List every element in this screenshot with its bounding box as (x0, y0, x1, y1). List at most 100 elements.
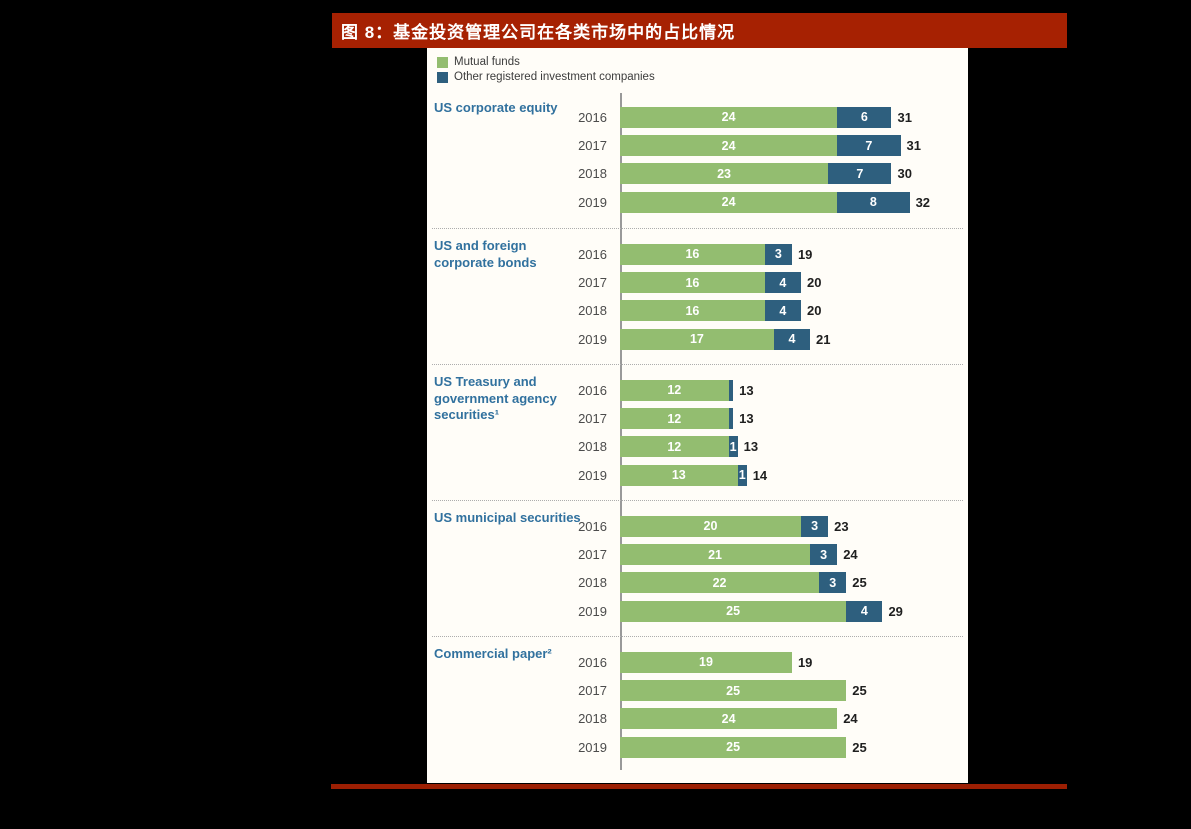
other-ric-segment: 7 (828, 163, 892, 185)
stacked-bar: 12 13 (620, 408, 754, 430)
bar-row: 2017 25 25 (432, 676, 963, 704)
year-label: 2016 (578, 654, 607, 670)
year-label: 2019 (578, 467, 607, 483)
total-label: 24 (843, 711, 858, 727)
total-label: 19 (797, 654, 813, 670)
stacked-bar: 13 1 14 (620, 464, 768, 486)
other-ric-segment: 4 (773, 328, 811, 350)
mutual-funds-segment: 13 (620, 464, 738, 486)
other-ric-segment: 4 (846, 600, 883, 622)
mutual-funds-segment: 16 (620, 272, 765, 294)
group-label: Commercial paper² (434, 646, 552, 661)
stacked-bar: 12 13 (620, 379, 754, 401)
year-label: 2018 (578, 303, 607, 319)
chart-group: Commercial paper² 2016 19 19 2017 25 25 2018 24 2… (432, 636, 963, 772)
total-label: 25 (852, 683, 867, 699)
year-label: 2019 (578, 194, 607, 210)
stacked-bar: 22 3 25 (620, 572, 867, 594)
other-ric-segment: 3 (764, 243, 792, 265)
chart-group: US corporate equity 2016 24 6 31 2017 24 7 31 201… (432, 92, 963, 228)
total-label: 13 (739, 382, 754, 398)
total-label: 23 (834, 518, 849, 534)
mutual-funds-segment: 19 (620, 651, 792, 673)
stacked-bar: 17 4 21 (620, 328, 831, 350)
other-ric-segment: 4 (764, 272, 801, 294)
total-label: 20 (806, 303, 822, 319)
year-label: 2019 (578, 331, 607, 347)
stacked-bar: 24 6 31 (620, 106, 912, 128)
year-label: 2016 (578, 518, 607, 534)
year-label: 2017 (578, 275, 607, 291)
year-label: 2018 (578, 711, 607, 727)
chart-baseline-axis (620, 93, 622, 770)
bar-row: 2017 12 13 (432, 404, 963, 432)
mutual-funds-segment: 12 (620, 379, 729, 401)
year-label: 2017 (578, 547, 607, 563)
year-label: 2016 (578, 382, 607, 398)
total-label: 25 (852, 575, 867, 591)
group-label: US and foreign corporate bonds (434, 238, 537, 270)
mutual-funds-segment: 24 (620, 135, 838, 157)
bar-row: 2016 16 3 19 (432, 240, 963, 268)
bar-row: 2018 22 3 25 (432, 569, 963, 597)
other-ric-segment (728, 379, 734, 401)
mutual-funds-swatch-icon (437, 57, 448, 68)
bar-row: 2018 16 4 20 (432, 297, 963, 325)
other-ric-segment (728, 408, 734, 430)
other-ric-segment: 6 (837, 106, 892, 128)
stacked-bar: 25 4 29 (620, 600, 903, 622)
bar-row: 2016 24 6 31 (432, 103, 963, 131)
mutual-funds-segment: 21 (620, 544, 811, 566)
other-ric-segment: 1 (737, 464, 747, 486)
bar-row: 2018 23 7 30 (432, 160, 963, 188)
other-ric-swatch-icon (437, 72, 448, 83)
mutual-funds-segment: 25 (620, 600, 847, 622)
year-label: 2018 (578, 439, 607, 455)
total-label: 29 (888, 603, 903, 619)
mutual-funds-segment: 24 (620, 191, 838, 213)
bar-row: 2019 25 25 (432, 733, 963, 761)
stacked-bar: 24 8 32 (620, 191, 930, 213)
figure-title: 图 8：基金投资管理公司在各类市场中的占比情况 (341, 23, 736, 42)
stacked-bar: 19 19 (620, 651, 813, 673)
figure-title-bar: 图 8：基金投资管理公司在各类市场中的占比情况 (332, 13, 1067, 48)
year-label: 2018 (578, 575, 607, 591)
chart-panel: Mutual funds Other registered investment… (427, 48, 968, 783)
bar-row: 2017 16 4 20 (432, 268, 963, 296)
legend-item-mutual-funds: Mutual funds (437, 55, 655, 70)
year-label: 2018 (578, 166, 607, 182)
chart-group: US and foreign corporate bonds 2016 16 3 19 2… (432, 228, 963, 364)
legend-label: Other registered investment companies (454, 71, 655, 83)
other-ric-segment: 4 (764, 300, 801, 322)
mutual-funds-segment: 12 (620, 408, 729, 430)
bar-row: 2019 17 4 21 (432, 325, 963, 353)
stacked-bar: 16 4 20 (620, 300, 822, 322)
footer-rule (331, 784, 1067, 789)
bar-row: 2016 19 19 (432, 648, 963, 676)
bar-row: 2019 25 4 29 (432, 597, 963, 625)
bar-row: 2016 20 3 23 (432, 512, 963, 540)
mutual-funds-segment: 16 (620, 300, 765, 322)
stacked-bar: 12 1 13 (620, 436, 758, 458)
total-label: 31 (906, 138, 921, 154)
mutual-funds-segment: 20 (620, 515, 801, 537)
legend-item-other-ric: Other registered investment companies (437, 70, 655, 85)
stacked-bar: 23 7 30 (620, 163, 912, 185)
stacked-bar: 20 3 23 (620, 515, 849, 537)
mutual-funds-segment: 17 (620, 328, 774, 350)
year-label: 2019 (578, 603, 607, 619)
mutual-funds-segment: 16 (620, 243, 765, 265)
total-label: 20 (806, 275, 822, 291)
year-label: 2016 (578, 109, 607, 125)
bar-row: 2019 13 1 14 (432, 461, 963, 489)
group-label: US municipal securities (434, 510, 581, 525)
total-label: 19 (797, 246, 813, 262)
total-label: 31 (897, 109, 912, 125)
stacked-bar: 24 7 31 (620, 135, 921, 157)
mutual-funds-segment: 25 (620, 680, 847, 702)
bar-row: 2018 24 24 (432, 705, 963, 733)
total-label: 14 (752, 467, 768, 483)
total-label: 24 (843, 547, 858, 563)
bar-row: 2018 12 1 13 (432, 433, 963, 461)
year-label: 2017 (578, 411, 607, 427)
